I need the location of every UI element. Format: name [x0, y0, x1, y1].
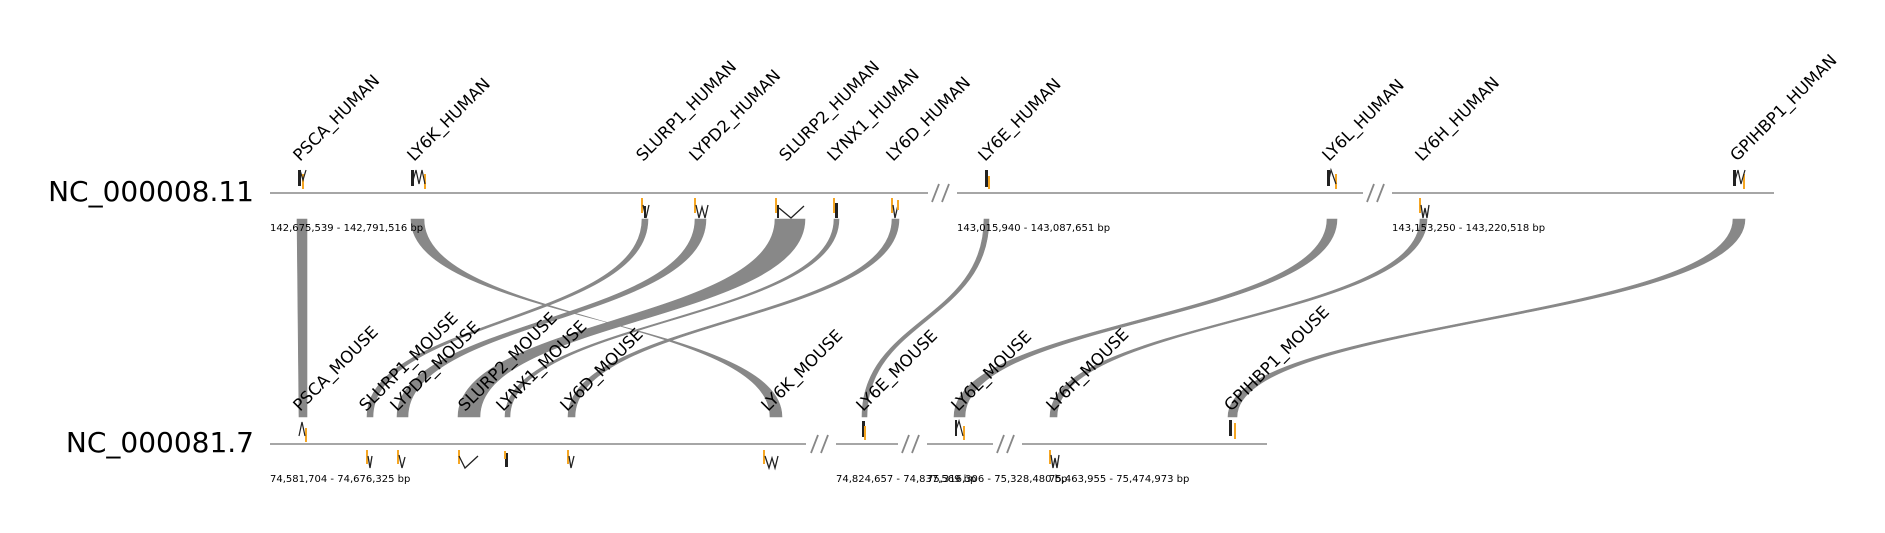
link-ly6d: [567, 218, 900, 418]
gene-label-ly6k-mouse: LY6K_MOUSE: [757, 326, 847, 416]
gene-glyph-psca-mouse: [298, 421, 307, 442]
bottom-gene-glyphs: [298, 418, 1236, 471]
gene-glyph-gpihbp1-mouse: [1229, 420, 1236, 439]
link-slurp1: [366, 218, 649, 418]
top-range-1: 142,675,539 - 142,791,516 bp: [270, 223, 423, 234]
top-range-3: 143,153,250 - 143,220,518 bp: [1392, 223, 1545, 234]
gene-label-ly6e-mouse: LY6E_MOUSE: [852, 326, 941, 415]
top-sequence-name: NC_000008.11: [48, 175, 254, 208]
break-marker: [996, 434, 1015, 454]
gene-glyph-lynx1-mouse: [504, 451, 508, 467]
bottom-range-3: 75,316,306 - 75,328,480 bp: [927, 474, 1067, 485]
link-gpihbp1: [1227, 218, 1746, 418]
gene-label-ly6e-human: LY6E_HUMAN: [974, 75, 1065, 166]
link-slurp2: [457, 218, 806, 418]
break-marker: [901, 434, 920, 454]
bottom-range-1: 74,581,704 - 74,676,325 bp: [270, 474, 410, 485]
gene-glyph-ly6l-mouse: [955, 418, 965, 440]
bottom-gene-labels: PSCA_MOUSE SLURP1_MOUSE LYPD2_MOUSE SLUR…: [289, 302, 1333, 415]
gene-glyph-ly6k-mouse: [763, 450, 779, 471]
bottom-track: [270, 434, 1267, 454]
gene-label-ly6h-mouse: LY6H_MOUSE: [1042, 325, 1133, 416]
gene-label-psca-human: PSCA_HUMAN: [289, 71, 384, 166]
gene-glyph-ly6k-human: [411, 169, 426, 189]
gene-glyph-slurp2-human: [775, 198, 805, 219]
break-marker: [810, 434, 829, 454]
gene-glyph-gpihbp1-human: [1733, 169, 1746, 189]
bottom-range-4: 75,463,955 - 75,474,973 bp: [1049, 474, 1189, 485]
bottom-range-2: 74,824,657 - 74,837,569 bp: [836, 474, 976, 485]
gene-label-ly6k-human: LY6K_HUMAN: [403, 74, 494, 165]
gene-label-lypd2-human: LYPD2_HUMAN: [685, 66, 785, 166]
gene-glyph-ly6e-mouse: [862, 421, 866, 440]
gene-glyph-ly6h-mouse: [1049, 450, 1060, 469]
break-marker: [931, 183, 950, 203]
gene-glyph-lynx1-human: [833, 198, 838, 218]
link-ly6k: [410, 218, 783, 418]
gene-glyph-lypd2-human: [694, 198, 709, 219]
gene-label-gpihbp1-human: GPIHBP1_HUMAN: [1726, 51, 1841, 166]
gene-glyph-slurp2-mouse: [458, 450, 479, 470]
gene-glyph-slurp1-mouse: [366, 450, 373, 469]
link-ly6e: [861, 218, 990, 418]
gene-label-ly6l-human: LY6L_HUMAN: [1318, 75, 1408, 165]
break-marker: [1366, 183, 1385, 203]
top-track: [270, 183, 1774, 203]
links: [296, 218, 1746, 418]
top-range-2: 143,015,940 - 143,087,651 bp: [957, 223, 1110, 234]
gene-glyph-ly6e-human: [985, 170, 990, 189]
bottom-sequence-name: NC_000081.7: [66, 426, 254, 459]
gene-glyph-slurp1-human: [641, 198, 650, 219]
gene-label-ly6l-mouse: LY6L_MOUSE: [947, 327, 1036, 416]
gene-label-ly6h-human: LY6H_HUMAN: [1411, 73, 1503, 165]
gene-glyph-psca-human: [298, 169, 307, 189]
gene-glyph-ly6d-mouse: [567, 450, 575, 469]
top-gene-labels: PSCA_HUMAN LY6K_HUMAN SLURP1_HUMAN LYPD2…: [289, 51, 1841, 166]
link-lypd2: [396, 218, 707, 418]
link-lynx1: [504, 218, 840, 418]
link-ly6h: [1049, 218, 1428, 418]
link-ly6l: [953, 218, 1338, 418]
gene-glyph-ly6d-human: [891, 198, 899, 219]
gene-glyph-ly6l-human: [1327, 167, 1337, 189]
gene-glyph-lypd2-mouse: [397, 450, 406, 469]
gene-glyph-ly6h-human: [1419, 198, 1430, 219]
link-psca: [296, 218, 308, 418]
top-gene-glyphs: [298, 167, 1746, 219]
